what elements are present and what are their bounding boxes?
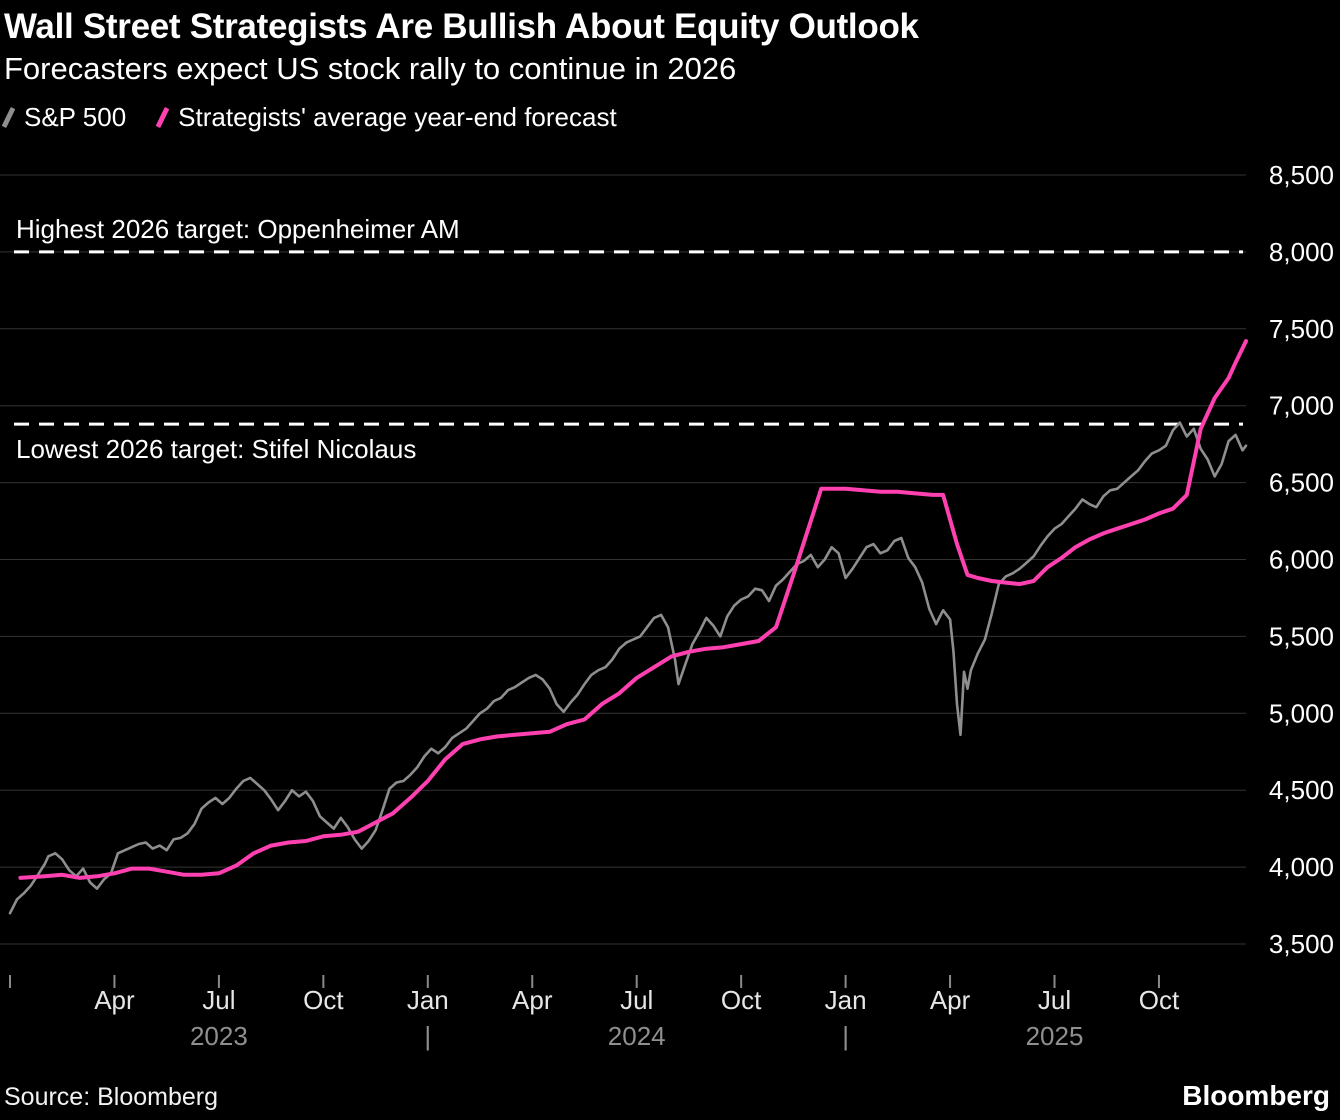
y-axis-label: 6,000 bbox=[1269, 545, 1334, 575]
legend-label-forecast: Strategists' average year-end forecast bbox=[178, 102, 617, 132]
page-title: Wall Street Strategists Are Bullish Abou… bbox=[4, 7, 919, 46]
x-axis-label: Jan bbox=[407, 985, 449, 1015]
legend-item-sp500: S&P 500 bbox=[1, 102, 127, 133]
x-axis-label: Jul bbox=[202, 985, 235, 1015]
highest-target-label: Highest 2026 target: Oppenheimer AM bbox=[16, 214, 460, 244]
bloomberg-logo: Bloomberg bbox=[1182, 1080, 1330, 1111]
page-subtitle: Forecasters expect US stock rally to con… bbox=[4, 51, 737, 86]
x-axis-label: Oct bbox=[721, 985, 762, 1015]
year-separator: | bbox=[842, 1021, 849, 1051]
x-axis-label: Jul bbox=[620, 985, 653, 1015]
year-label: 2024 bbox=[608, 1021, 666, 1051]
y-axis-label: 7,500 bbox=[1269, 314, 1334, 344]
x-axis-label: Jul bbox=[1038, 985, 1071, 1015]
y-axis-label: 3,500 bbox=[1269, 929, 1334, 959]
y-axis-label: 6,500 bbox=[1269, 468, 1334, 498]
y-axis-label: 8,500 bbox=[1269, 160, 1334, 190]
y-axis-label: 8,000 bbox=[1269, 237, 1334, 267]
source-note: Source: Bloomberg bbox=[4, 1083, 219, 1111]
legend: S&P 500 Strategists' average year-end fo… bbox=[0, 102, 1340, 133]
y-axis-label: 5,000 bbox=[1269, 698, 1334, 728]
y-axis-label: 4,500 bbox=[1269, 775, 1334, 805]
legend-label-sp500: S&P 500 bbox=[24, 102, 127, 132]
x-axis-label: Apr bbox=[94, 985, 135, 1015]
x-axis-label: Apr bbox=[930, 985, 971, 1015]
lowest-target-label: Lowest 2026 target: Stifel Nicolaus bbox=[16, 434, 416, 464]
x-axis-label: Oct bbox=[303, 985, 344, 1015]
legend-item-forecast: Strategists' average year-end forecast bbox=[155, 102, 617, 133]
y-axis-label: 5,500 bbox=[1269, 621, 1334, 651]
year-label: 2025 bbox=[1026, 1021, 1084, 1051]
chart-footer: Source: Bloomberg Bloomberg bbox=[0, 1080, 1340, 1120]
y-axis-label: 4,000 bbox=[1269, 852, 1334, 882]
forecast-line bbox=[18, 339, 1248, 880]
x-axis-label: Oct bbox=[1139, 985, 1180, 1015]
x-axis-label: Jan bbox=[825, 985, 867, 1015]
x-axis-label: Apr bbox=[512, 985, 553, 1015]
year-separator: | bbox=[424, 1021, 431, 1051]
y-axis-label: 7,000 bbox=[1269, 391, 1334, 421]
sp500-line bbox=[8, 421, 1248, 915]
year-label: 2023 bbox=[190, 1021, 248, 1051]
chart-header: Wall Street Strategists Are Bullish Abou… bbox=[0, 0, 1340, 133]
